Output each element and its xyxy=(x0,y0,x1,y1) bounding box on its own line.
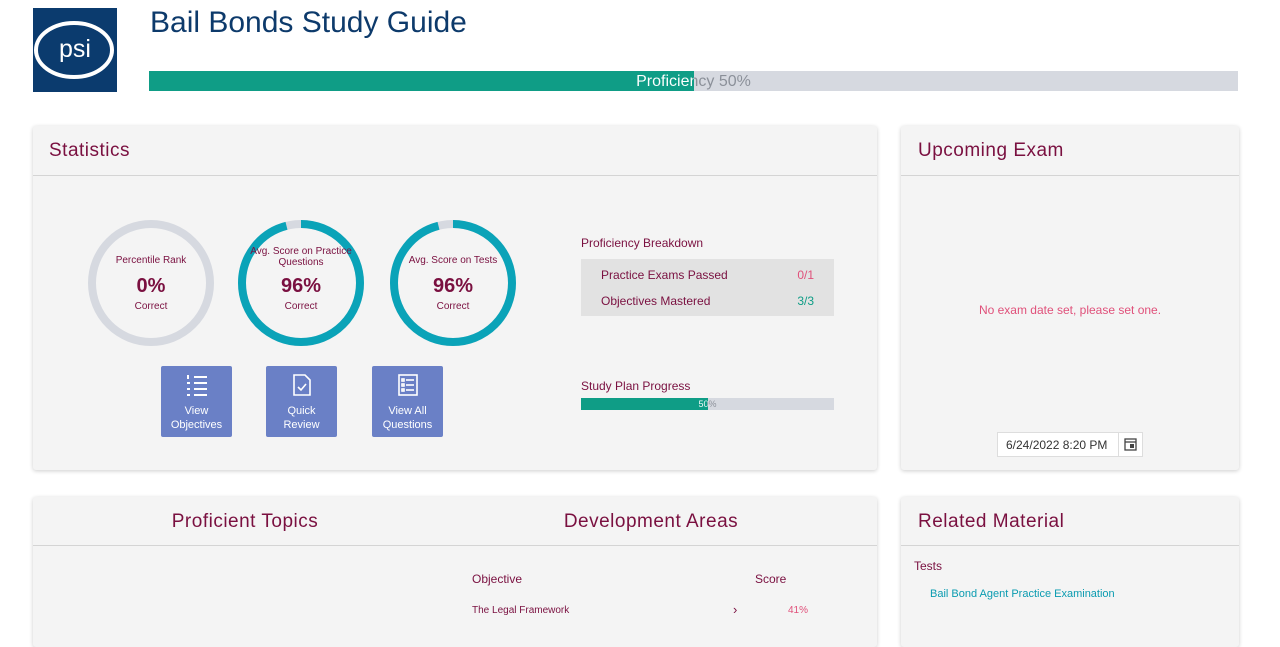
study-plan-value: 50% xyxy=(581,398,834,410)
card-title: Development Areas xyxy=(563,511,739,532)
material-link[interactable]: Bail Bond Agent Practice Examination xyxy=(930,588,1115,600)
breakdown-title: Proficiency Breakdown xyxy=(581,236,704,250)
card-title: Upcoming Exam xyxy=(918,140,1064,161)
quick-review-button[interactable]: Quick Review xyxy=(266,366,337,437)
button-label: View Objectives xyxy=(170,405,223,431)
topics-card: Proficient Topics Development Areas Obje… xyxy=(33,497,877,647)
divider xyxy=(33,175,877,176)
logo-text: psi xyxy=(59,35,91,63)
icon xyxy=(293,374,311,396)
proficiency-fill xyxy=(149,71,694,91)
column-header: Score xyxy=(755,572,787,586)
breakdown-label: Objectives Mastered xyxy=(601,294,711,308)
card-title: Related Material xyxy=(918,511,1065,532)
no-exam-message: No exam date set, please set one. xyxy=(978,303,1162,317)
statistics-card: Statistics Percentile Rank 0% Correct Avg. … xyxy=(33,126,877,470)
study-plan-bar: 50% xyxy=(581,398,834,410)
date-input[interactable]: 6/24/2022 8:20 PM xyxy=(997,432,1143,457)
upcoming-exam-card: Upcoming Exam No exam date set, please s… xyxy=(901,126,1239,470)
breakdown-value: 3/3 xyxy=(797,294,814,308)
gauge-value: 96% xyxy=(432,275,474,297)
gauge-caption: Correct xyxy=(134,301,168,312)
logo-mark xyxy=(34,21,114,79)
proficiency-text: Proficiency xyxy=(636,73,715,90)
card-title: Statistics xyxy=(49,140,131,161)
icon xyxy=(187,375,207,396)
proficiency-label: Proficiency 50% xyxy=(149,73,1238,91)
logo: psi xyxy=(33,8,117,92)
objective-name[interactable]: The Legal Framework xyxy=(472,605,570,616)
proficiency-bar: Proficiency 50% xyxy=(149,71,1238,91)
date-value: 6/24/2022 8:20 PM xyxy=(1006,438,1108,452)
gauge-label: Avg. Score on Practice Questions xyxy=(250,246,352,268)
proficiency-value: 50% xyxy=(718,73,751,90)
card-title: Proficient Topics xyxy=(171,511,319,532)
calendar-icon xyxy=(1118,433,1137,456)
breakdown-box: Practice Exams Passed 0/1 Objectives Mas… xyxy=(581,259,834,316)
view-objectives-button[interactable]: View Objectives xyxy=(161,366,232,437)
objective-score: 41% xyxy=(788,605,809,616)
gauge-label: Percentile Rank xyxy=(115,255,187,266)
gauge-caption: Correct xyxy=(284,301,318,312)
section-title: Tests xyxy=(914,559,943,573)
study-plan-title: Study Plan Progress xyxy=(581,379,691,393)
gauge-arc xyxy=(390,220,516,346)
divider xyxy=(33,545,877,546)
breakdown-label: Practice Exams Passed xyxy=(601,268,728,282)
expand-arrow[interactable]: › xyxy=(733,602,738,617)
study-plan-fill xyxy=(581,398,708,410)
gauge-arc xyxy=(238,220,364,346)
gauge xyxy=(238,220,364,346)
gauge-track xyxy=(88,220,214,346)
column-header: Objective xyxy=(472,572,523,586)
button-label: View All Questions xyxy=(382,405,433,431)
button-label: Quick Review xyxy=(283,405,320,431)
page-title: Bail Bonds Study Guide xyxy=(150,6,467,39)
gauge-caption: Correct xyxy=(436,301,470,312)
gauge-label: Avg. Score on Tests xyxy=(408,255,498,266)
view-all-questions-button[interactable]: View All Questions xyxy=(372,366,443,437)
divider xyxy=(901,175,1239,176)
breakdown-value: 0/1 xyxy=(797,268,814,282)
gauge xyxy=(390,220,516,346)
gauge-value: 0% xyxy=(136,275,166,297)
gauge xyxy=(88,220,214,346)
gauge-value: 96% xyxy=(280,275,322,297)
divider xyxy=(901,545,1239,546)
related-card: Related Material Tests Bail Bond Agent P… xyxy=(901,497,1239,647)
icon xyxy=(398,374,418,396)
